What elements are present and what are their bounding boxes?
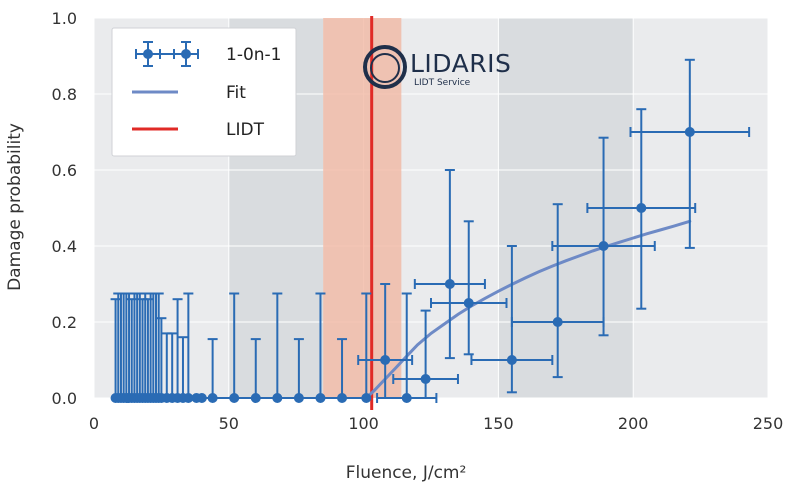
legend-label-fit: Fit (226, 83, 246, 103)
data-point (413, 169, 486, 360)
y-tick-label: 0.0 (52, 389, 77, 408)
data-point (551, 136, 656, 337)
y-tick-label: 0.8 (52, 85, 77, 104)
legend-label-lidt: LIDT (226, 120, 265, 140)
data-point (586, 108, 697, 310)
y-tick-label: 0.6 (52, 161, 77, 180)
x-tick-label: 100 (348, 414, 379, 433)
lidaris-logo: LIDARIS LIDT Service (363, 45, 511, 89)
data-marker (552, 317, 563, 327)
data-marker (444, 279, 455, 289)
data-series (110, 58, 751, 403)
data-marker (636, 203, 647, 213)
legend-box (111, 27, 297, 157)
x-tick-label: 250 (753, 414, 784, 433)
legend: 1-0n-1 Fit LIDT (111, 27, 297, 157)
x-tick-label: 50 (219, 414, 239, 433)
fit-series (364, 219, 692, 400)
data-marker (401, 393, 412, 403)
y-axis-title: Damage probability (5, 123, 25, 291)
lidt-uncertainty-band (323, 18, 402, 398)
data-point (629, 58, 751, 249)
data-marker (506, 355, 517, 365)
data-point (430, 220, 508, 356)
y-tick-label: 0.2 (52, 313, 77, 332)
logo-subtitle: LIDT Service (414, 78, 471, 88)
legend-marker-errorbar (135, 41, 199, 67)
data-marker (463, 298, 474, 308)
logo-name: LIDARIS (410, 49, 511, 78)
data-point (315, 292, 326, 403)
data-marker (684, 127, 695, 137)
data-marker (420, 374, 431, 384)
data-point (392, 309, 459, 399)
y-tick-label: 0.4 (52, 237, 77, 256)
data-marker (380, 355, 391, 365)
logo-ring-inner-icon (370, 53, 400, 83)
logo-ring-icon (363, 45, 407, 89)
legend-label-series: 1-0n-1 (226, 45, 282, 65)
x-tick-label: 200 (618, 414, 649, 433)
y-tick-labels: 0.0 0.2 0.4 0.6 0.8 1.0 (52, 9, 77, 408)
x-tick-label: 0 (89, 414, 99, 433)
lidt-marker (323, 16, 402, 410)
fit-line (364, 219, 692, 400)
y-tick-label: 1.0 (52, 9, 77, 28)
data-marker (598, 241, 609, 251)
x-tick-label: 150 (483, 414, 514, 433)
x-axis-title: Fluence, J/cm² (346, 463, 467, 483)
x-tick-labels: 0 50 100 150 200 250 (89, 414, 783, 433)
